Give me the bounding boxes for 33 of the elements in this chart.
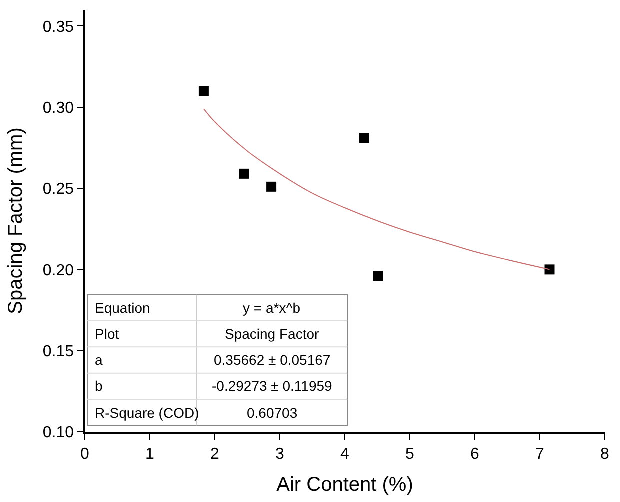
y-tick-label: 0.10 (42, 424, 74, 442)
x-tick-label: 3 (276, 446, 285, 463)
x-tick-label: 4 (340, 446, 350, 463)
x-axis-title: Air Content (%) (276, 474, 414, 496)
y-tick-label: 0.35 (42, 18, 74, 36)
annotation: a (95, 352, 103, 368)
x-tick-label: 0 (80, 446, 90, 463)
point (544, 264, 555, 275)
x-tick-label: 6 (470, 446, 480, 463)
annotation: Plot (95, 326, 120, 342)
x-tick-label: 5 (406, 446, 415, 463)
y-tick-label: 0.30 (42, 100, 74, 117)
y-tick-label: 0.25 (42, 181, 74, 198)
annotation: 0.60703 (247, 405, 298, 421)
annotation: y = a*x^b (243, 300, 301, 316)
annotation: R-Square (COD) (95, 405, 200, 421)
x-tick-label: 8 (600, 446, 610, 463)
y-axis-title: Spacing Factor (mm) (4, 128, 27, 314)
point (239, 168, 250, 179)
point (198, 86, 209, 96)
x-tick-label: 7 (536, 446, 545, 463)
annotation: 0.35662 ± 0.05167 (214, 352, 331, 368)
annotation: Equation (95, 300, 150, 316)
annotation: b (95, 378, 103, 394)
y-tick-label: 0.20 (42, 262, 74, 280)
point (266, 182, 277, 192)
annotation: -0.29273 ± 0.11959 (212, 378, 333, 394)
point (373, 271, 384, 282)
x-tick-label: 1 (146, 446, 155, 463)
x-tick-label: 2 (210, 446, 220, 463)
point (360, 133, 370, 144)
annotation: Spacing Factor (225, 326, 320, 342)
y-tick-label: 0.15 (42, 343, 74, 360)
